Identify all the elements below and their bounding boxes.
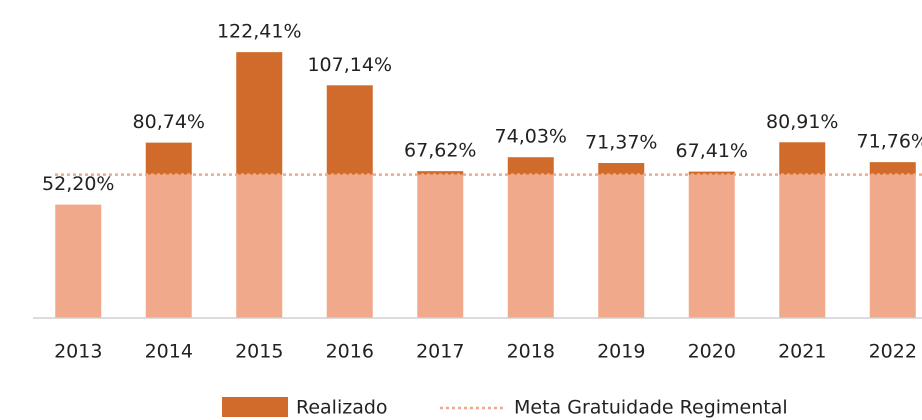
- bar-excess: [688, 171, 735, 175]
- bar-excess: [598, 162, 645, 175]
- value-label: 107,14%: [307, 54, 392, 76]
- value-label: 71,37%: [585, 131, 657, 153]
- x-tick-label: 2021: [778, 341, 826, 363]
- value-label: 67,41%: [676, 140, 748, 162]
- bar-base: [507, 174, 554, 318]
- x-tick-label: 2020: [688, 341, 736, 363]
- bar-excess: [507, 157, 554, 175]
- value-label: 52,20%: [42, 173, 114, 195]
- value-label: 122,41%: [217, 21, 302, 43]
- x-tick-label: 2017: [416, 341, 464, 363]
- bar-excess: [417, 171, 464, 175]
- x-tick-label: 2018: [507, 341, 555, 363]
- bar-excess: [145, 142, 192, 175]
- value-label: 80,91%: [766, 111, 838, 133]
- bar-base: [598, 174, 645, 318]
- legend-label: Meta Gratuidade Regimental: [514, 397, 788, 419]
- x-tick-label: 2013: [54, 341, 102, 363]
- value-label: 74,03%: [495, 126, 567, 148]
- value-label: 80,74%: [133, 111, 205, 133]
- x-tick-label: 2022: [869, 341, 917, 363]
- x-tick-label: 2015: [235, 341, 283, 363]
- bar-base: [688, 174, 735, 318]
- bar-excess: [869, 162, 916, 175]
- legend-swatch: [222, 397, 288, 417]
- bar-excess: [236, 52, 283, 175]
- x-tick-label: 2019: [597, 341, 645, 363]
- x-tick-label: 2016: [326, 341, 374, 363]
- bar-base: [417, 174, 464, 318]
- legend-label: Realizado: [296, 397, 388, 419]
- value-label: 71,76%: [857, 131, 922, 153]
- bar-excess: [779, 142, 826, 175]
- bar-base: [145, 174, 192, 318]
- bar-base: [55, 204, 102, 318]
- bar-excess: [326, 85, 373, 175]
- bar-base: [236, 174, 283, 318]
- bar-base: [779, 174, 826, 318]
- x-tick-label: 2014: [145, 341, 193, 363]
- bar-base: [326, 174, 373, 318]
- bar-base: [869, 174, 916, 318]
- value-label: 67,62%: [404, 140, 476, 162]
